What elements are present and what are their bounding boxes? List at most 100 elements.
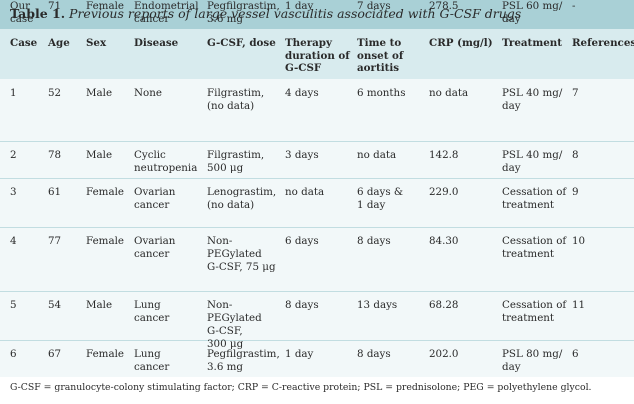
cell-line: Cessation of [502,186,567,198]
cell-line: 54 [48,299,62,311]
cell-line: Female [86,186,124,198]
cell-line: cancer [134,248,170,260]
cell-line: 78 [48,149,62,161]
cell-line: G-CSF, [207,325,243,337]
cell-case: 4 [10,235,17,248]
cell-disease: Endometrial cancer [134,0,199,26]
cell-gcsf-dose: Non- PEGylated G-CSF, 300 μg [207,299,262,351]
cell-time-to-onset: 13 days [357,299,397,312]
cell-line: Pegfilgrastim, [207,0,280,12]
header-line: Therapy [285,37,332,49]
cell-line: cancer [134,13,170,25]
cell-line: 6 [572,348,579,360]
cell-line: 6 days & [357,186,404,198]
cell-disease: Cyclic neutropenia [134,149,197,175]
cell-line: 142.8 [429,149,459,161]
cell-line: Ovarian [134,235,176,247]
cell-line: (no data) [207,199,255,211]
cell-disease: Lung cancer [134,299,169,325]
cell-line: 6 days [285,235,319,247]
cell-age: 67 [48,348,61,361]
cell-crp: 229.0 [429,186,458,199]
row-divider [0,141,634,142]
cell-line: Lung [134,348,161,360]
header-treatment: Treatment [502,37,562,50]
cell-age: 52 [48,87,61,100]
cell-line: PSL 80 mg/ [502,348,563,360]
cell-line: 13 days [357,299,398,311]
cell-age: 54 [48,299,61,312]
cell-line: Female [86,235,124,247]
cell-line: day [502,13,521,25]
table-label: Table 1. [10,6,66,21]
cell-time-to-onset: 8 days [357,348,391,361]
cell-time-to-onset: 7 days [357,0,391,13]
header-line: Sex [86,37,107,49]
cell-treatment: PSL 60 mg/day [502,0,562,26]
cell-case: 5 [10,299,17,312]
header-line: Case [10,37,38,49]
header-line: duration of [285,49,350,62]
cell-line: cancer [134,312,170,324]
header-sex: Sex [86,37,106,50]
cell-line: PSL 40 mg/ [502,87,563,99]
cell-references: 11 [572,299,585,312]
header-line: Time to [357,37,402,49]
table-footnote: G-CSF = granulocyte-colony stimulating f… [10,382,592,393]
cell-sex: Female [86,235,124,248]
cell-line: treatment [502,248,555,260]
table-caption: Previous reports of large vessel vasculi… [69,6,522,21]
cell-line: 278.5 [429,0,459,12]
cell-line: 84.30 [429,235,459,247]
cell-line: Cessation of [502,299,567,311]
cell-therapy-duration: 3 days [285,149,319,162]
cell-line: treatment [502,199,555,211]
cell-line: 61 [48,186,62,198]
cell-age: 77 [48,235,61,248]
cell-crp: 202.0 [429,348,458,361]
cell-line: Male [86,299,113,311]
cell-line: 1 [10,87,17,99]
cell-line: 8 days [285,299,319,311]
header-line: CRP (mg/l) [429,37,493,49]
cell-line: Lenograstim, [207,186,277,198]
cell-treatment: Cessation of treatment [502,299,566,325]
cell-line: Female [86,0,124,12]
header-references: References [572,37,634,50]
cell-crp: 278.5 [429,0,458,13]
footer-band [0,377,634,404]
cell-line: cancer [134,361,170,373]
header-age: Age [48,37,70,50]
cell-references: 10 [572,235,585,248]
cell-line: Ovarian [134,186,176,198]
header-disease: Disease [134,37,178,50]
cell-line: Cessation of [502,235,567,247]
cell-sex: Female [86,186,124,199]
row-divider [0,291,634,292]
cell-case: 1 [10,87,17,100]
cell-crp: 142.8 [429,149,458,162]
cell-line: PSL 40 mg/ [502,149,563,161]
cell-line: 1 day [357,199,386,211]
cell-line: no data [285,186,325,198]
table-body [0,79,634,377]
cell-line: 7 days [357,0,391,12]
header-line: G-CSF, dose [207,37,276,49]
cell-line: 52 [48,87,62,99]
cell-gcsf-dose: Pegfilgrastim, 3.6 mg [207,0,280,26]
header-therapy-duration: Therapy duration of G-CSF [285,37,350,75]
header-case: Case [10,37,37,50]
cell-age: 61 [48,186,61,199]
cell-line: 229.0 [429,186,459,198]
cell-line: PEGylated [207,248,262,260]
cell-case: 3 [10,186,17,199]
header-time-to-onset: Time to onset of aortitis [357,37,403,75]
cell-time-to-onset: 6 days & 1 day [357,186,403,212]
cell-case: 6 [10,348,17,361]
cell-line: day [502,100,521,112]
table-title: Table 1. Previous reports of large vesse… [0,0,634,29]
cell-references: 8 [572,149,579,162]
cell-line: 10 [572,235,586,247]
cell-line: day [502,361,521,373]
cell-references: 9 [572,186,579,199]
